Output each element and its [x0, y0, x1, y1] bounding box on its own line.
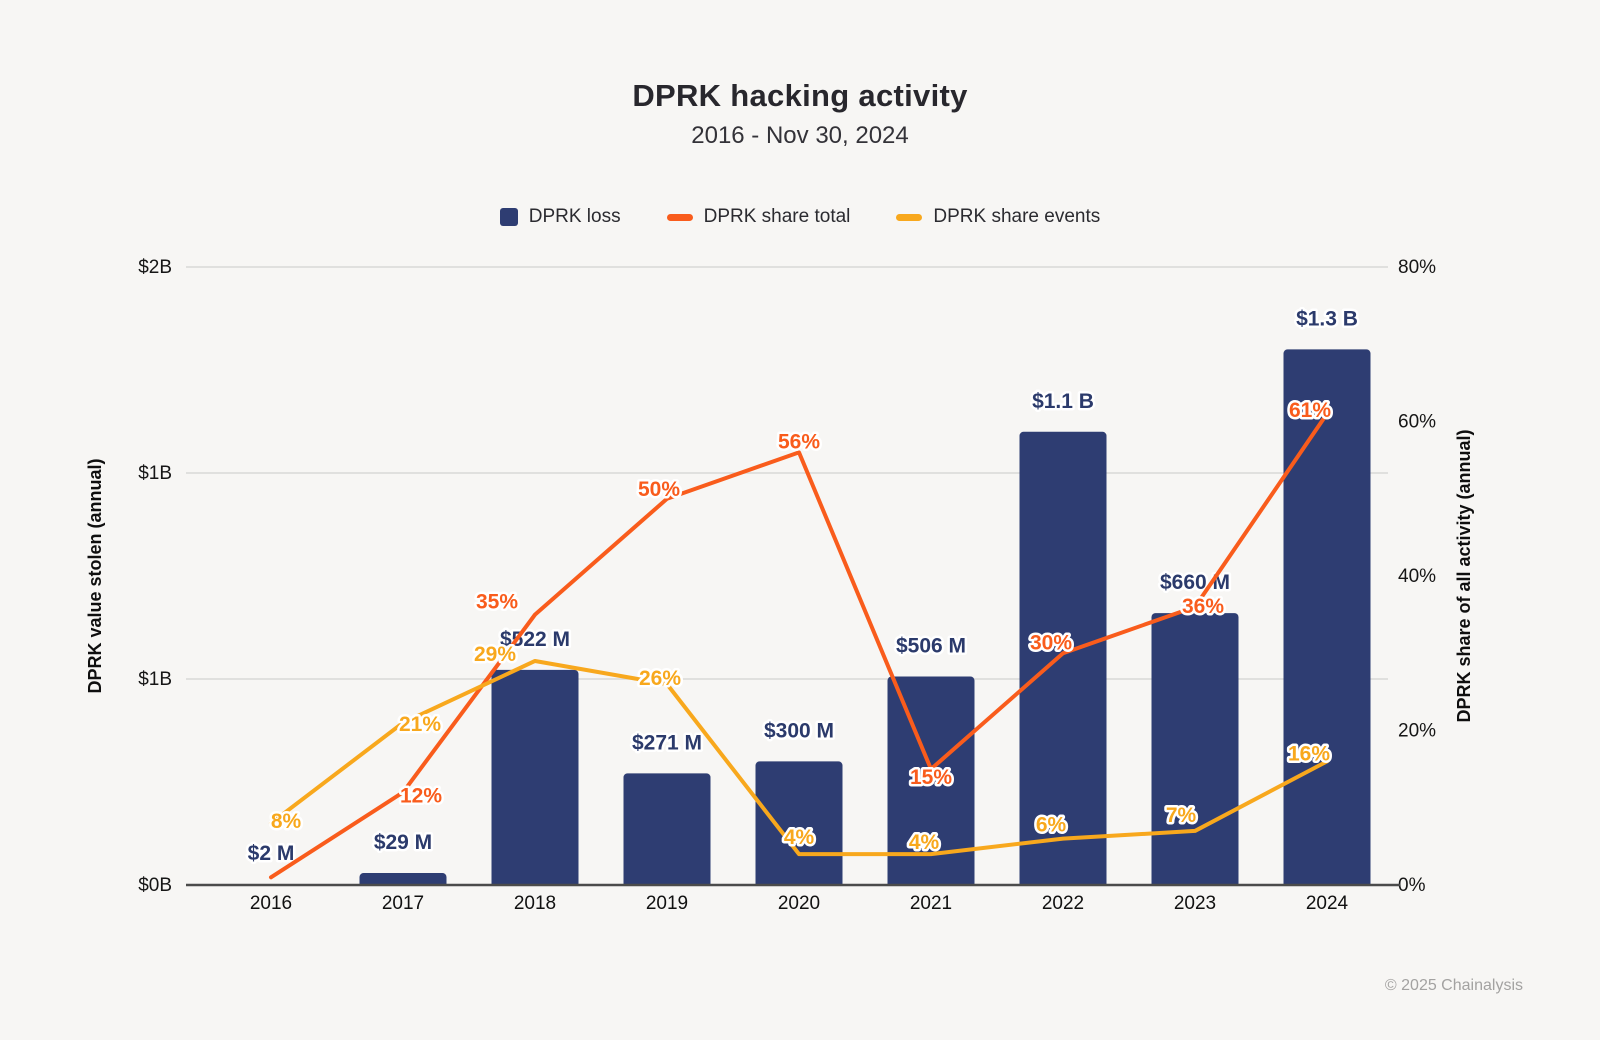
percent-label: 61%	[1289, 399, 1331, 422]
year-label: 2024	[1306, 893, 1349, 914]
dprk-share-events-line	[269, 658, 1329, 857]
dprk-share-total-line	[269, 411, 1329, 880]
percent-label: 16%	[1288, 742, 1330, 765]
chart-subtitle: 2016 - Nov 30, 2024	[691, 122, 909, 149]
legend-label: DPRK share events	[933, 206, 1101, 227]
percent-label: 56%	[778, 430, 820, 453]
bar-value-label: $506 M	[896, 635, 966, 658]
year-label: 2022	[1042, 893, 1084, 914]
percent-label: 50%	[638, 478, 680, 501]
bar-2020	[755, 761, 843, 885]
year-label: 2023	[1174, 893, 1216, 914]
year-label: 2018	[514, 893, 556, 914]
bar-value-label: $1.1 B	[1032, 390, 1094, 413]
copyright-note: © 2025 Chainalysis	[1384, 977, 1523, 994]
percent-label: 29%	[474, 643, 516, 666]
bar-value-label: $300 M	[764, 719, 834, 742]
percent-label: 21%	[399, 713, 441, 736]
legend-item-dprk-loss: DPRK loss	[499, 206, 621, 228]
year-label: 2016	[250, 893, 292, 914]
bar-2022	[1019, 431, 1107, 885]
right-axis-title: DPRK share of all activity (annual)	[1454, 429, 1474, 722]
percent-label: 6%	[1036, 814, 1067, 837]
left-axis-tick-label: $1B	[138, 463, 172, 484]
bar-2021	[887, 676, 975, 885]
bar-value-label: $29 M	[374, 831, 432, 854]
left-axis-tick-label: $1B	[138, 669, 172, 690]
left-axis-tick-label: $2B	[138, 257, 172, 278]
legend-label: DPRK loss	[528, 206, 621, 227]
percent-label: 35%	[476, 591, 518, 614]
percent-label: 12%	[400, 784, 442, 807]
percent-label: 8%	[271, 810, 302, 833]
bar-swatch-icon	[499, 208, 518, 226]
year-label: 2020	[778, 893, 820, 914]
percent-label: 4%	[784, 826, 815, 849]
bar-2024	[1283, 349, 1371, 885]
percent-label: 7%	[1166, 804, 1197, 827]
bar-value-label: $1.3 B	[1296, 307, 1358, 330]
right-axis-tick-label: 20%	[1398, 721, 1436, 742]
percent-label: 26%	[639, 667, 681, 690]
right-axis-tick-label: 60%	[1398, 412, 1436, 433]
right-axis-tick-label: 80%	[1398, 257, 1436, 278]
bar-2017	[359, 873, 447, 885]
bar-2018	[491, 669, 579, 885]
year-label: 2017	[382, 893, 424, 914]
right-axis-tick-label: 0%	[1398, 875, 1426, 896]
bar-2023	[1151, 613, 1239, 885]
year-label: 2019	[646, 893, 688, 914]
legend-item-dprk-share-events: DPRK share events	[896, 206, 1100, 228]
legend-item-dprk-share-total: DPRK share total	[666, 206, 851, 228]
percent-label: 4%	[909, 831, 940, 854]
chart-title: DPRK hacking activity	[632, 78, 968, 113]
right-axis-tick-label: 40%	[1398, 566, 1436, 587]
left-axis-tick-label: $0B	[138, 875, 172, 896]
year-label: 2021	[910, 893, 952, 914]
percent-label: 15%	[910, 766, 952, 789]
left-axis-title: DPRK value stolen (annual)	[85, 458, 105, 693]
percent-label: 36%	[1182, 595, 1224, 618]
bar-value-label: $2 M	[248, 842, 295, 865]
legend-label: DPRK share total	[703, 206, 851, 227]
line-swatch-icon	[666, 213, 693, 221]
bar-value-label: $271 M	[632, 731, 702, 754]
line-swatch-icon	[896, 213, 923, 221]
legend: DPRK loss DPRK share total DPRK share ev…	[0, 206, 1600, 228]
bar-2019	[623, 773, 711, 885]
percent-label: 30%	[1030, 631, 1072, 654]
